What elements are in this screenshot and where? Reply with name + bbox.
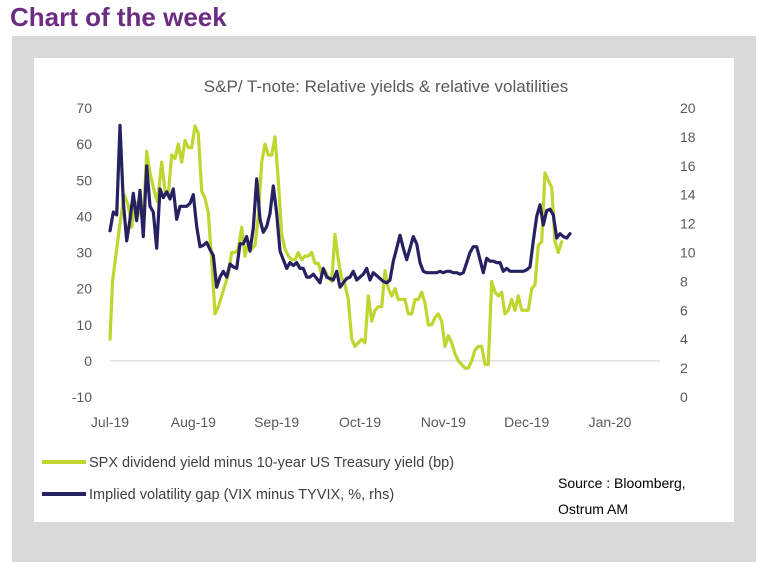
series-line-volatility-gap (108, 123, 572, 289)
x-tick-label: Sep-19 (254, 414, 299, 430)
right-tick-label: 20 (680, 100, 696, 116)
series-layer (108, 123, 572, 370)
left-tick-label: 30 (76, 245, 92, 261)
x-axis-ticks: Jul-19 Aug-19 Sep-19 Oct-19 Nov-19 Dec-19 Jan-… (91, 414, 632, 430)
right-tick-label: 16 (680, 158, 696, 174)
chart-title: S&P/ T-note: Relative yields & relative … (204, 77, 568, 96)
left-tick-label: 10 (76, 317, 92, 333)
right-tick-label: 12 (680, 216, 696, 232)
x-tick-label: Oct-19 (339, 414, 381, 430)
left-axis-ticks: -10 0 10 20 30 40 50 60 70 (72, 100, 92, 405)
source-line-2: Ostrum AM (558, 501, 628, 517)
legend-label-dividend: SPX dividend yield minus 10-year US Trea… (89, 455, 454, 471)
series-line-dividend-gap (108, 124, 564, 370)
left-tick-label: 20 (76, 281, 92, 297)
x-tick-label: Jul-19 (91, 414, 129, 430)
right-tick-label: 14 (680, 187, 696, 203)
left-tick-label: 50 (76, 172, 92, 188)
right-tick-label: 2 (680, 360, 688, 376)
right-tick-label: 4 (680, 331, 688, 347)
legend-label-vol: Implied volatility gap (VIX minus TYVIX,… (89, 487, 394, 503)
right-tick-label: 18 (680, 129, 696, 145)
x-tick-label: Nov-19 (421, 414, 466, 430)
left-tick-label: 0 (84, 353, 92, 369)
right-tick-label: 8 (680, 273, 688, 289)
page-heading: Chart of the week (10, 2, 227, 32)
left-tick-label: 70 (76, 100, 92, 116)
left-tick-label: 60 (76, 136, 92, 152)
right-tick-label: 0 (680, 389, 688, 405)
x-tick-label: Aug-19 (171, 414, 216, 430)
left-tick-label: -10 (72, 389, 92, 405)
right-axis-ticks: 0 2 4 6 8 10 12 14 16 18 20 (680, 100, 696, 405)
right-tick-label: 6 (680, 302, 688, 318)
right-tick-label: 10 (680, 245, 696, 261)
x-tick-label: Jan-20 (589, 414, 632, 430)
source-line-1: Source : Bloomberg, (558, 475, 686, 491)
left-tick-label: 40 (76, 208, 92, 224)
x-tick-label: Dec-19 (504, 414, 549, 430)
